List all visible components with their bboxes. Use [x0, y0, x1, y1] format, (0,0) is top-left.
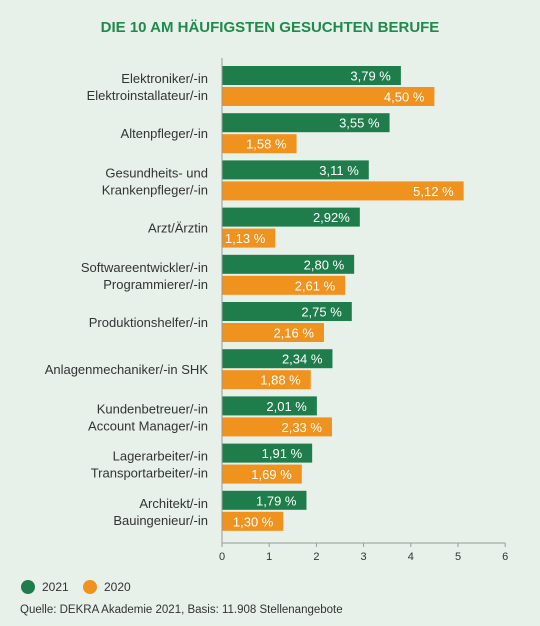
data-label-2020-4: 1,13 %	[225, 231, 266, 246]
bar-2021-3	[222, 160, 369, 180]
data-label-2021-7: 2,34 %	[282, 352, 323, 367]
bar-2020-1	[222, 87, 435, 106]
bar-2021-8	[222, 396, 317, 416]
bar-2021-10	[222, 490, 307, 510]
bar-2020-2	[222, 134, 297, 154]
data-label-2021-8: 2,01 %	[266, 399, 307, 414]
bar-2020-5	[222, 275, 346, 295]
category-label-2: Altenpfleger/-in	[121, 126, 208, 141]
category-label-1: Elektroniker/-in Elektroinstallateur/-in	[87, 71, 208, 103]
category-label-8: Kundenbetreuer/-in Account Manager/-in	[88, 401, 208, 433]
x-tick-label-3: 3	[361, 551, 367, 563]
bar-2020-8	[222, 417, 332, 437]
bar-2021-2	[222, 113, 390, 133]
category-label-7: Anlagenmechaniker/-in SHK	[45, 362, 209, 377]
data-label-2020-3: 5,12 %	[413, 184, 454, 199]
legend-marker-2020	[83, 580, 97, 594]
category-label-6: Produktionshelfer/-in	[89, 315, 208, 330]
bar-2021-5	[222, 254, 355, 274]
data-label-2020-2: 1,58 %	[246, 137, 287, 152]
data-label-2020-6: 2,16 %	[273, 326, 314, 341]
data-label-2020-9: 1,69 %	[251, 467, 292, 482]
data-label-2021-1: 3,79 %	[350, 69, 391, 84]
data-label-2021-9: 1,91 %	[262, 446, 303, 461]
bar-2021-4	[222, 207, 360, 227]
x-tick-label-1: 1	[266, 551, 272, 563]
bar-2020-7	[222, 370, 311, 390]
bar-2021-1	[222, 66, 401, 85]
data-label-2020-5: 2,61 %	[295, 278, 336, 293]
data-label-2020-8: 2,33 %	[281, 420, 322, 435]
bar-2020-6	[222, 323, 324, 342]
legend-marker-2021	[21, 580, 35, 594]
bar-2020-3	[222, 181, 464, 201]
data-label-2020-10: 1,30 %	[233, 514, 274, 529]
category-label-3: Gesundheits- und Krankenpfleger/-in	[102, 165, 208, 197]
legend-label-2020: 2020	[104, 580, 131, 594]
x-tick-label-4: 4	[408, 551, 414, 563]
data-label-2021-2: 3,55 %	[339, 116, 380, 131]
bar-2020-4	[222, 228, 276, 248]
bar-2021-9	[222, 443, 313, 463]
data-label-2021-6: 2,75 %	[301, 305, 342, 320]
bar-2020-10	[222, 511, 284, 531]
category-label-10: Architekt/-in Bauingenieur/-in	[113, 496, 208, 528]
bar-2021-6	[222, 302, 352, 321]
data-label-2021-10: 1,79 %	[256, 493, 297, 508]
legend-label-2021: 2021	[42, 580, 69, 594]
data-label-2021-5: 2,80 %	[304, 257, 345, 272]
data-label-2021-4: 2,92%	[313, 210, 350, 225]
data-label-2020-1: 4,50 %	[384, 90, 425, 105]
bar-2020-9	[222, 464, 302, 484]
data-label-2020-7: 1,88 %	[260, 373, 301, 388]
category-label-9: Lagerarbeiter/-in Transportarbeiter/-in	[91, 449, 208, 481]
data-label-2021-3: 3,11 %	[319, 163, 359, 178]
category-label-4: Arzt/Ärztin	[148, 221, 208, 236]
x-tick-label-2: 2	[313, 551, 319, 563]
x-tick-label-5: 5	[455, 551, 461, 563]
x-tick-label-0: 0	[219, 551, 225, 563]
source-note: Quelle: DEKRA Akademie 2021, Basis: 11.9…	[20, 604, 343, 616]
bar-2021-7	[222, 349, 333, 369]
category-label-5: Softwareentwickler/-in Programmierer/-in	[81, 260, 208, 292]
chart-title: DIE 10 AM HÄUFIGSTEN GESUCHTEN BERUFE	[101, 19, 440, 36]
x-tick-label-6: 6	[502, 551, 508, 563]
